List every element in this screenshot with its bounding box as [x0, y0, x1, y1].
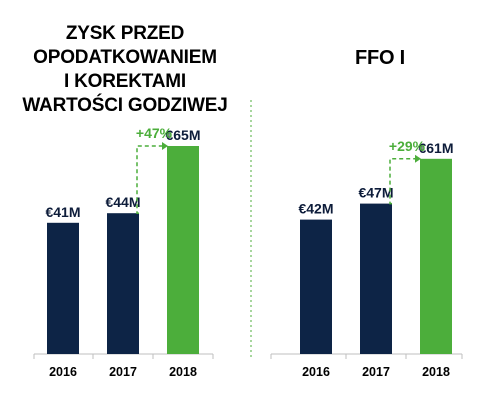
right-chart-title-line: FFO I	[354, 47, 406, 69]
left-bar-2017	[107, 213, 139, 354]
right-value-label: €61M	[418, 140, 453, 156]
left-chart-title: ZYSK PRZED OPODATKOWANIEM I KOREKTAMI WA…	[0, 22, 250, 118]
left-chart-title-line: I KOREKTAMI	[64, 71, 186, 92]
left-bar-2018	[167, 146, 199, 354]
right-tick-label: 2017	[362, 365, 390, 379]
right-bar-2016	[300, 219, 332, 354]
left-chart-title-line: WARTOŚCI GODZIWEJ	[22, 95, 228, 116]
right-growth-connector	[389, 158, 416, 205]
right-growth-arrowhead	[415, 154, 421, 163]
left-growth-label: +47%	[136, 125, 173, 141]
right-bar-2018	[420, 158, 452, 354]
left-tick-label: 2017	[109, 365, 137, 379]
left-tick-label: 2018	[169, 365, 197, 379]
left-growth-arrowhead	[162, 142, 168, 150]
left-value-label: €65M	[165, 127, 200, 143]
right-tick-label: 2016	[302, 365, 330, 379]
right-chart-title: FFO I	[265, 46, 495, 70]
left-growth-connector	[136, 145, 163, 214]
left-tick-label: 2016	[49, 365, 77, 379]
right-value-label: €42M	[298, 201, 333, 217]
right-growth-label: +29%	[389, 138, 426, 154]
left-chart-title-line: OPODATKOWANIEM	[33, 47, 217, 68]
left-bar-2016	[47, 222, 79, 354]
left-value-label: €44M	[105, 194, 140, 210]
right-tick-label: 2018	[422, 365, 450, 379]
right-bar-2017	[360, 203, 392, 354]
left-chart-title-line: ZYSK PRZED	[65, 23, 185, 44]
left-value-label: €41M	[45, 204, 80, 220]
right-value-label: €47M	[358, 185, 393, 201]
